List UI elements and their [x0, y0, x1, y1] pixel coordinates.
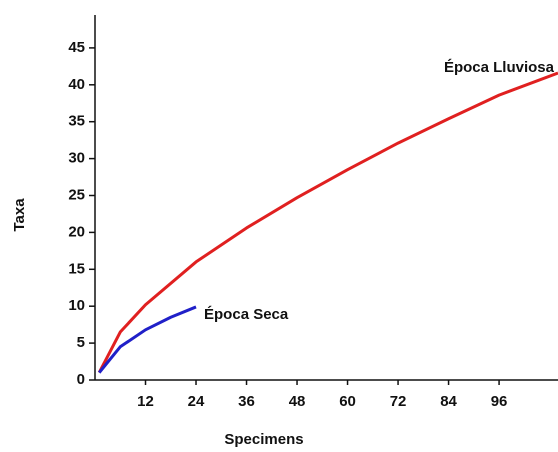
y-tick-label: 15: [68, 260, 85, 277]
y-tick-label: 0: [77, 371, 85, 388]
y-tick-label: 5: [77, 334, 85, 351]
x-tick-label: 96: [491, 393, 508, 410]
series-line: [98, 305, 197, 374]
series-label: Época Seca: [204, 306, 289, 323]
x-tick-label: 24: [188, 393, 205, 410]
series-label: Época Lluviosa: [444, 59, 555, 76]
x-tick-label: 84: [440, 393, 457, 410]
y-tick-label: 40: [68, 76, 85, 93]
y-tick-label: 25: [68, 186, 85, 203]
y-tick-label: 45: [68, 39, 85, 56]
x-tick-label: 72: [390, 393, 407, 410]
x-tick-label: 48: [289, 393, 306, 410]
y-axis-title: Taxa: [11, 198, 28, 232]
x-tick-label: 60: [339, 393, 356, 410]
y-tick-label: 10: [68, 297, 85, 314]
x-axis-title: Specimens: [224, 431, 303, 448]
series-line: [97, 71, 558, 374]
x-tick-label: 36: [238, 393, 255, 410]
x-tick-label: 12: [137, 393, 154, 410]
y-tick-label: 30: [68, 150, 85, 167]
y-tick-label: 35: [68, 113, 85, 130]
y-tick-label: 20: [68, 223, 85, 240]
